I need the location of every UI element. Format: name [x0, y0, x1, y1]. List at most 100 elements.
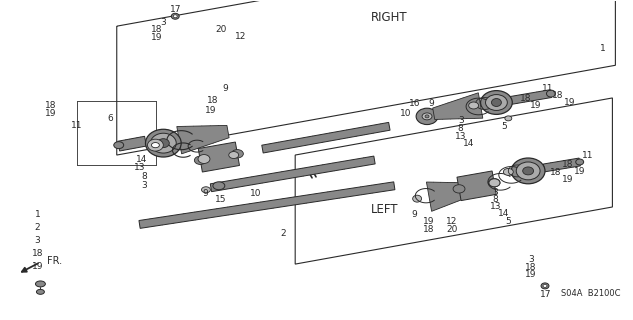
Text: 9: 9 — [202, 189, 208, 198]
Text: 15: 15 — [215, 195, 227, 204]
Text: 19: 19 — [151, 33, 162, 42]
Ellipse shape — [198, 155, 210, 164]
Text: 18: 18 — [44, 101, 56, 110]
Text: 11: 11 — [582, 150, 593, 160]
Text: 3: 3 — [458, 116, 463, 125]
Ellipse shape — [488, 179, 500, 187]
Ellipse shape — [229, 152, 239, 158]
Ellipse shape — [213, 182, 225, 190]
Ellipse shape — [505, 116, 512, 121]
Ellipse shape — [503, 168, 513, 175]
Polygon shape — [198, 142, 239, 172]
Text: S04A  B2100C: S04A B2100C — [561, 289, 620, 298]
Ellipse shape — [173, 15, 177, 18]
Ellipse shape — [491, 99, 501, 107]
Ellipse shape — [543, 284, 547, 287]
Ellipse shape — [546, 90, 555, 97]
Text: 11: 11 — [72, 121, 83, 130]
Text: 8: 8 — [458, 124, 463, 133]
Ellipse shape — [151, 133, 176, 153]
Text: 18: 18 — [207, 96, 218, 105]
Text: 18: 18 — [550, 168, 561, 177]
Text: 2: 2 — [35, 223, 41, 232]
Text: 18: 18 — [562, 160, 573, 170]
Text: 13: 13 — [134, 164, 146, 172]
Text: 10: 10 — [250, 189, 261, 198]
Text: LEFT: LEFT — [371, 203, 398, 216]
Text: 13: 13 — [455, 132, 467, 141]
Text: 18: 18 — [520, 94, 532, 103]
Polygon shape — [139, 182, 395, 228]
Text: 8: 8 — [492, 195, 498, 204]
Ellipse shape — [413, 195, 422, 202]
Ellipse shape — [541, 283, 549, 289]
Ellipse shape — [114, 142, 123, 148]
Text: 8: 8 — [142, 172, 147, 181]
Text: 1: 1 — [35, 210, 41, 219]
Text: 18: 18 — [32, 249, 43, 258]
Polygon shape — [177, 125, 229, 154]
Text: 18: 18 — [423, 225, 435, 234]
Text: 20: 20 — [446, 225, 458, 234]
Text: 9: 9 — [428, 99, 434, 108]
Ellipse shape — [523, 167, 534, 175]
Text: 9: 9 — [222, 84, 228, 93]
Ellipse shape — [416, 108, 438, 124]
Ellipse shape — [158, 139, 169, 148]
Text: 5: 5 — [501, 122, 507, 131]
Text: 16: 16 — [410, 99, 421, 108]
Text: 3: 3 — [492, 188, 498, 197]
Ellipse shape — [232, 149, 243, 158]
Text: 19: 19 — [574, 167, 586, 176]
Ellipse shape — [453, 185, 465, 193]
Text: 19: 19 — [562, 175, 573, 184]
Polygon shape — [510, 90, 551, 104]
Ellipse shape — [147, 139, 163, 151]
Text: 19: 19 — [564, 98, 575, 107]
Text: 5: 5 — [505, 217, 511, 226]
Text: 3: 3 — [529, 255, 534, 264]
Text: 19: 19 — [205, 106, 216, 115]
Polygon shape — [433, 93, 483, 119]
Text: FR.: FR. — [47, 256, 63, 266]
Text: 3: 3 — [161, 18, 166, 27]
Polygon shape — [543, 158, 580, 172]
Text: 2: 2 — [280, 229, 286, 238]
Text: 17: 17 — [540, 290, 552, 299]
Ellipse shape — [422, 113, 432, 120]
Text: 13: 13 — [490, 202, 501, 211]
Text: 12: 12 — [446, 217, 458, 226]
Text: 14: 14 — [498, 209, 509, 218]
Text: 19: 19 — [530, 101, 542, 110]
Ellipse shape — [486, 95, 507, 110]
Text: 11: 11 — [542, 84, 554, 93]
Polygon shape — [210, 156, 375, 192]
Text: 19: 19 — [44, 109, 56, 118]
Ellipse shape — [489, 179, 500, 187]
Ellipse shape — [151, 142, 160, 148]
Ellipse shape — [201, 187, 210, 193]
Ellipse shape — [517, 162, 540, 180]
Ellipse shape — [576, 159, 584, 165]
Text: 14: 14 — [136, 156, 147, 164]
Text: 17: 17 — [170, 5, 181, 14]
Text: 12: 12 — [235, 32, 246, 41]
Text: 10: 10 — [399, 109, 411, 118]
Text: 6: 6 — [107, 114, 113, 123]
Text: 18: 18 — [525, 263, 537, 272]
Text: 14: 14 — [463, 139, 474, 148]
Polygon shape — [262, 122, 390, 153]
Text: 19: 19 — [32, 261, 43, 271]
Text: 20: 20 — [215, 25, 227, 34]
Ellipse shape — [172, 13, 179, 19]
Ellipse shape — [468, 102, 479, 109]
Ellipse shape — [146, 129, 181, 157]
Polygon shape — [118, 136, 146, 151]
Polygon shape — [427, 182, 471, 211]
Text: 1: 1 — [599, 44, 605, 53]
Ellipse shape — [35, 281, 46, 287]
Text: 3: 3 — [142, 181, 147, 190]
Text: 9: 9 — [411, 210, 417, 219]
Text: 19: 19 — [525, 270, 537, 279]
Polygon shape — [457, 171, 496, 201]
